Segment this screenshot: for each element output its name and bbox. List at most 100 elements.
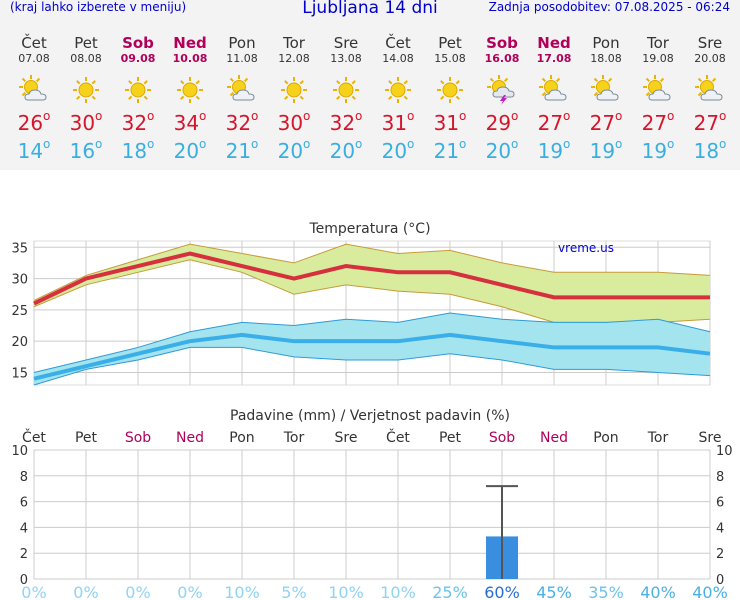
temperature-y-tick: 30 bbox=[11, 273, 28, 288]
day-date: 14.08 bbox=[382, 52, 414, 65]
tmin-range-band-lower-edge bbox=[33, 346, 711, 386]
max-temperature: 31o bbox=[433, 109, 467, 135]
day-name: Ned bbox=[173, 34, 207, 52]
precipitation-probability: 25% bbox=[432, 583, 468, 600]
day-column: Čet 07.08 26o 14o bbox=[8, 34, 60, 163]
precipitation-day-label: Čet bbox=[22, 428, 46, 446]
day-name: Čet bbox=[21, 34, 47, 52]
precipitation-probability: 10% bbox=[380, 583, 416, 600]
precipitation-day-label: Ned bbox=[540, 430, 568, 446]
precipitation-probability: 0% bbox=[125, 583, 150, 600]
temperature-y-tick: 25 bbox=[11, 304, 28, 319]
precipitation-probability: 0% bbox=[21, 583, 46, 600]
sun-cloud-icon bbox=[539, 75, 569, 105]
tmax-line bbox=[33, 251, 710, 306]
min-temperature: 19o bbox=[641, 137, 675, 163]
sun-icon bbox=[383, 75, 413, 105]
precipitation-day-label: Sre bbox=[335, 430, 358, 446]
min-temperature: 14o bbox=[17, 137, 51, 163]
watermark: vreme.us bbox=[558, 241, 614, 255]
day-date: 20.08 bbox=[694, 52, 726, 65]
max-temperature: 34o bbox=[173, 109, 207, 135]
day-name: Tor bbox=[283, 34, 305, 52]
precipitation-probability: 10% bbox=[328, 583, 364, 600]
min-temperature: 20o bbox=[485, 137, 519, 163]
day-column: Sob 09.08 32o 18o bbox=[112, 34, 164, 163]
sun-cloud-icon bbox=[643, 75, 673, 105]
day-column: Sre 20.08 27o 18o bbox=[684, 34, 736, 163]
max-temperature: 26o bbox=[17, 109, 51, 135]
precipitation-day-label: Tor bbox=[283, 430, 305, 446]
precipitation-day-label: Pon bbox=[229, 430, 254, 446]
precipitation-y-tick-right: 0 bbox=[716, 573, 724, 588]
day-date: 16.08 bbox=[484, 52, 520, 65]
forecast-header: (kraj lahko izberete v meniju) Ljubljana… bbox=[0, 0, 740, 170]
sun-cloud-icon bbox=[227, 75, 257, 105]
min-temperature: 20o bbox=[381, 137, 415, 163]
day-column: Pet 08.08 30o 16o bbox=[60, 34, 112, 163]
precipitation-y-tick-right: 6 bbox=[716, 496, 724, 511]
region-menu-hint[interactable]: (kraj lahko izberete v meniju) bbox=[10, 0, 187, 14]
sun-cloud-icon bbox=[591, 75, 621, 105]
sun-icon bbox=[331, 75, 361, 105]
max-temperature: 32o bbox=[225, 109, 259, 135]
sun-icon bbox=[175, 75, 205, 105]
precipitation-y-tick-left: 8 bbox=[20, 470, 28, 485]
tmax-range-band-upper-edge bbox=[33, 243, 711, 301]
precipitation-day-label: Ned bbox=[176, 430, 204, 446]
precipitation-day-label: Čet bbox=[386, 428, 410, 446]
precipitation-y-tick-left: 0 bbox=[20, 573, 28, 588]
max-temperature: 30o bbox=[69, 109, 103, 135]
day-date: 13.08 bbox=[330, 52, 362, 65]
precipitation-chart-title: Padavine (mm) / Verjetnost padavin (%) bbox=[230, 408, 510, 424]
day-name: Sre bbox=[333, 34, 359, 52]
max-temperature: 27o bbox=[641, 109, 675, 135]
precipitation-day-label: Pet bbox=[439, 430, 462, 446]
day-date: 18.08 bbox=[590, 52, 622, 65]
day-name: Pet bbox=[438, 34, 462, 52]
min-temperature: 21o bbox=[433, 137, 467, 163]
day-name: Pon bbox=[592, 34, 620, 52]
day-date: 07.08 bbox=[18, 52, 50, 65]
precipitation-day-label: Sob bbox=[125, 430, 151, 446]
day-name: Pon bbox=[228, 34, 256, 52]
day-column: Pon 18.08 27o 19o bbox=[580, 34, 632, 163]
tmin-range-band-upper-edge bbox=[33, 312, 711, 373]
day-column: Čet 14.08 31o 20o bbox=[372, 34, 424, 163]
min-temperature: 18o bbox=[693, 137, 727, 163]
max-temperature: 32o bbox=[329, 109, 363, 135]
max-temperature: 27o bbox=[589, 109, 623, 135]
sun-icon bbox=[279, 75, 309, 105]
day-date: 17.08 bbox=[536, 52, 572, 65]
precipitation-probability: 0% bbox=[73, 583, 98, 600]
sun-icon bbox=[435, 75, 465, 105]
min-temperature: 21o bbox=[225, 137, 259, 163]
day-date: 11.08 bbox=[226, 52, 258, 65]
precipitation-y-tick-left: 2 bbox=[20, 547, 28, 562]
precipitation-day-label: Pet bbox=[75, 430, 98, 446]
day-name: Sob bbox=[486, 34, 518, 52]
day-name: Ned bbox=[537, 34, 571, 52]
precipitation-y-tick-right: 10 bbox=[716, 444, 733, 459]
precipitation-day-label: Sob bbox=[489, 430, 515, 446]
sun-cloud-icon bbox=[695, 75, 725, 105]
max-temperature: 27o bbox=[693, 109, 727, 135]
day-name: Sob bbox=[122, 34, 154, 52]
precipitation-probability: 60% bbox=[484, 583, 520, 600]
day-column: Pon 11.08 32o 21o bbox=[216, 34, 268, 163]
precipitation-probability: 45% bbox=[536, 583, 572, 600]
min-temperature: 18o bbox=[121, 137, 155, 163]
precipitation-probability: 40% bbox=[640, 583, 676, 600]
day-name: Čet bbox=[385, 34, 411, 52]
precipitation-probability: 40% bbox=[692, 583, 728, 600]
temperature-y-tick: 20 bbox=[11, 335, 28, 350]
day-column: Pet 15.08 31o 21o bbox=[424, 34, 476, 163]
tmax-range-band bbox=[34, 244, 710, 323]
precipitation-day-label: Sre bbox=[699, 430, 722, 446]
sun-icon bbox=[71, 75, 101, 105]
min-temperature: 20o bbox=[277, 137, 311, 163]
page-title: Ljubljana 14 dni bbox=[302, 0, 438, 18]
precipitation-y-tick-right: 4 bbox=[716, 521, 724, 536]
precipitation-probability: 5% bbox=[281, 583, 306, 600]
precipitation-probability: 10% bbox=[224, 583, 260, 600]
